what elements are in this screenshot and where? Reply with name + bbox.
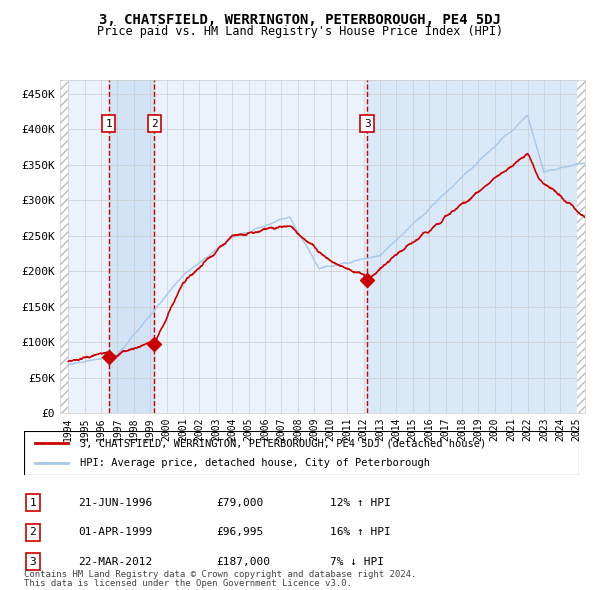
Text: 7% ↓ HPI: 7% ↓ HPI [330, 557, 384, 566]
Text: 2: 2 [151, 119, 158, 129]
Text: 12% ↑ HPI: 12% ↑ HPI [330, 498, 391, 507]
Text: 3: 3 [29, 557, 37, 566]
Text: Contains HM Land Registry data © Crown copyright and database right 2024.: Contains HM Land Registry data © Crown c… [24, 570, 416, 579]
Text: 01-APR-1999: 01-APR-1999 [78, 527, 152, 537]
Text: 2: 2 [29, 527, 37, 537]
Bar [109, 80, 154, 413]
Text: 3: 3 [364, 119, 371, 129]
Bar [577, 80, 585, 413]
Bar [60, 80, 68, 413]
Text: HPI: Average price, detached house, City of Peterborough: HPI: Average price, detached house, City… [79, 458, 430, 467]
Text: 3, CHATSFIELD, WERRINGTON, PETERBOROUGH, PE4 5DJ (detached house): 3, CHATSFIELD, WERRINGTON, PETERBOROUGH,… [79, 438, 486, 448]
Text: 1: 1 [29, 498, 37, 507]
Text: 21-JUN-1996: 21-JUN-1996 [78, 498, 152, 507]
Text: This data is licensed under the Open Government Licence v3.0.: This data is licensed under the Open Gov… [24, 579, 352, 588]
Text: £96,995: £96,995 [216, 527, 263, 537]
Text: 22-MAR-2012: 22-MAR-2012 [78, 557, 152, 566]
Text: £187,000: £187,000 [216, 557, 270, 566]
Text: 1: 1 [106, 119, 112, 129]
Text: £79,000: £79,000 [216, 498, 263, 507]
Text: 3, CHATSFIELD, WERRINGTON, PETERBOROUGH, PE4 5DJ: 3, CHATSFIELD, WERRINGTON, PETERBOROUGH,… [99, 13, 501, 27]
Text: 16% ↑ HPI: 16% ↑ HPI [330, 527, 391, 537]
Text: Price paid vs. HM Land Registry's House Price Index (HPI): Price paid vs. HM Land Registry's House … [97, 25, 503, 38]
Bar [367, 80, 577, 413]
